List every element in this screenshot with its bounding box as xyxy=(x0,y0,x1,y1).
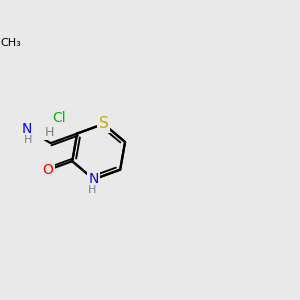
Text: N: N xyxy=(21,122,32,136)
Text: H: H xyxy=(88,185,96,195)
Text: H: H xyxy=(24,135,32,145)
Text: H: H xyxy=(45,126,54,139)
Text: CH₃: CH₃ xyxy=(0,38,21,48)
Text: Cl: Cl xyxy=(52,111,66,125)
Text: O: O xyxy=(43,163,53,177)
Text: S: S xyxy=(99,116,108,131)
Text: N: N xyxy=(88,172,99,186)
